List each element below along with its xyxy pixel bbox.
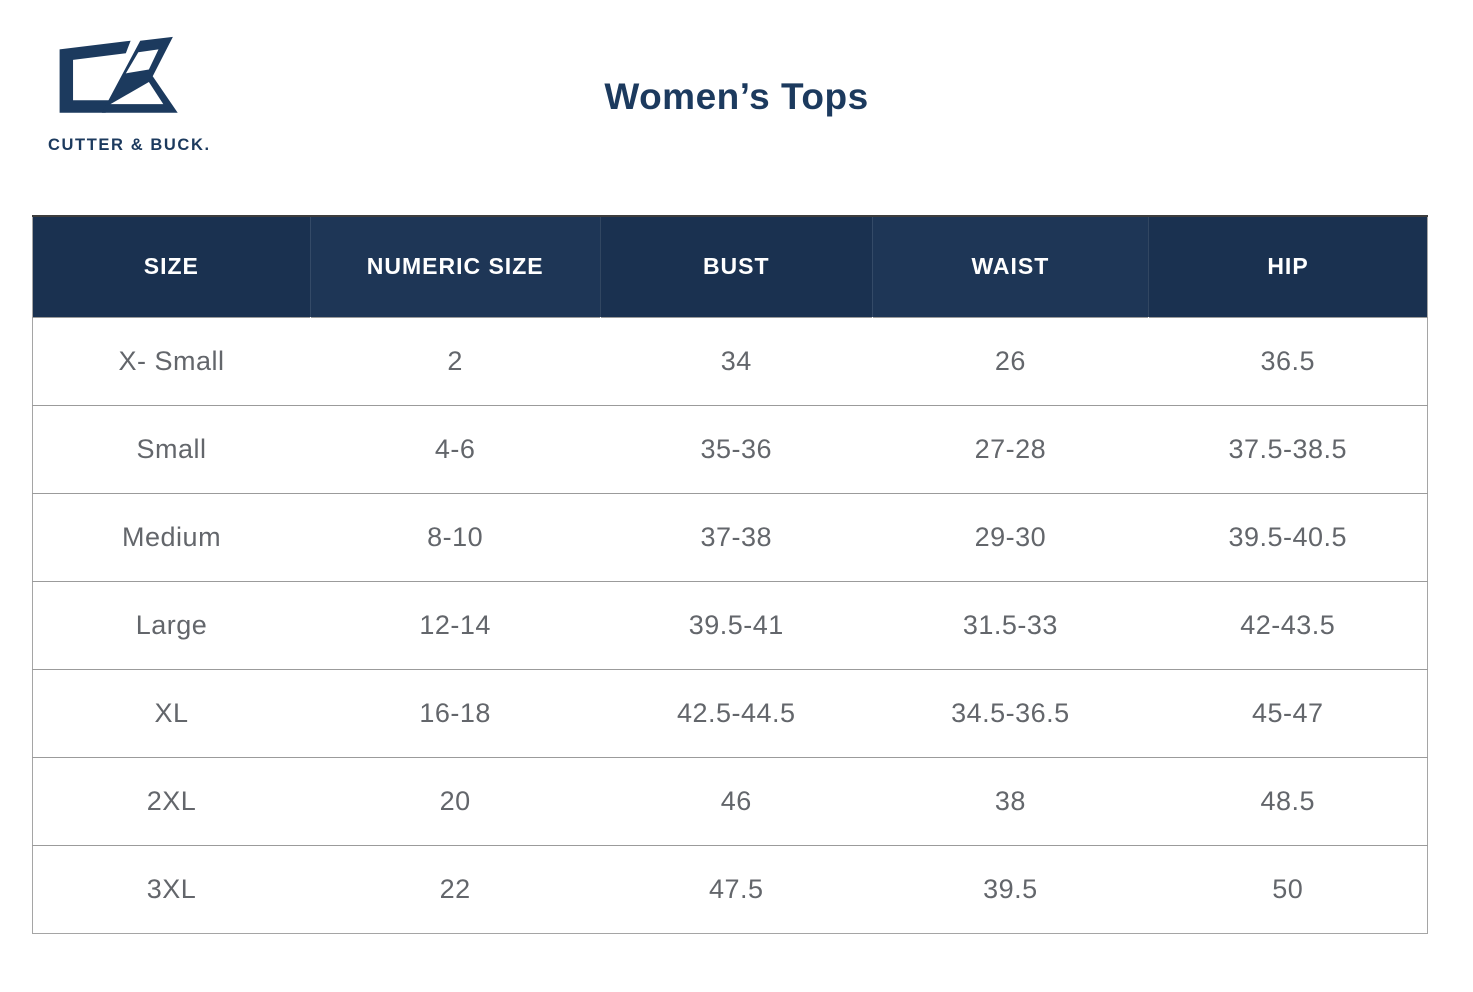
measurement-cell: 45-47	[1148, 668, 1428, 757]
measurement-cell: 50	[1148, 844, 1428, 933]
measurement-cell: 37-38	[600, 492, 873, 581]
brand-name: CUTTER & BUCK.	[48, 136, 211, 154]
measurement-cell: 48.5	[1148, 756, 1428, 845]
size-label-cell: 2XL	[32, 756, 311, 845]
measurement-cell: 12-14	[310, 580, 601, 669]
header-cell-numeric-size: NUMERIC SIZE	[309, 216, 601, 317]
header-cell-hip: HIP	[1147, 216, 1428, 317]
size-table-container: SIZE NUMERIC SIZE BUST WAIST HIP X- Small 2 34…	[32, 215, 1428, 934]
measurement-cell: 26	[872, 316, 1149, 405]
measurement-cell: 2	[310, 316, 601, 405]
measurement-cell: 39.5-41	[600, 580, 873, 669]
measurement-cell: 42.5-44.5	[600, 668, 873, 757]
size-label-cell: XL	[32, 668, 311, 757]
size-label-cell: Large	[32, 580, 311, 669]
header-cell-waist: WAIST	[871, 216, 1149, 317]
measurement-cell: 34.5-36.5	[872, 668, 1149, 757]
table-row-medium: Medium 8-10 37-38 29-30 39.5-40.5	[32, 492, 1428, 581]
measurement-cell: 34	[600, 316, 873, 405]
size-table-head: SIZE NUMERIC SIZE BUST WAIST HIP	[32, 216, 1428, 317]
table-row-xl: XL 16-18 42.5-44.5 34.5-36.5 45-47	[32, 668, 1428, 757]
table-row-3xl: 3XL 22 47.5 39.5 50	[32, 844, 1428, 933]
cutter-buck-logo-icon	[59, 36, 178, 113]
measurement-cell: 8-10	[310, 492, 601, 581]
measurement-cell: 38	[872, 756, 1149, 845]
measurement-cell: 27-28	[872, 404, 1149, 493]
measurement-cell: 35-36	[600, 404, 873, 493]
measurement-cell: 39.5-40.5	[1148, 492, 1428, 581]
size-label-cell: Medium	[32, 492, 311, 581]
measurement-cell: 16-18	[310, 668, 601, 757]
size-label-cell: 3XL	[32, 844, 311, 933]
size-label-cell: Small	[32, 404, 311, 493]
measurement-cell: 36.5	[1148, 316, 1428, 405]
measurement-cell: 47.5	[600, 844, 873, 933]
header-row: SIZE NUMERIC SIZE BUST WAIST HIP	[32, 216, 1428, 317]
measurement-cell: 20	[310, 756, 601, 845]
header-cell-size: SIZE	[32, 216, 311, 317]
table-row-small: Small 4-6 35-36 27-28 37.5-38.5	[32, 404, 1428, 493]
measurement-cell: 42-43.5	[1148, 580, 1428, 669]
header-cell-bust: BUST	[599, 216, 873, 317]
measurement-cell: 22	[310, 844, 601, 933]
measurement-cell: 31.5-33	[872, 580, 1149, 669]
table-row-2xl: 2XL 20 46 38 48.5	[32, 756, 1428, 845]
size-table-body: X- Small 2 34 26 36.5 Small 4-6 35-36 27-28 37.5-…	[32, 316, 1428, 933]
measurement-cell: 37.5-38.5	[1148, 404, 1428, 493]
table-row-x-small: X- Small 2 34 26 36.5	[32, 316, 1428, 405]
table-row-large: Large 12-14 39.5-41 31.5-33 42-43.5	[32, 580, 1428, 669]
brand-block: CUTTER & BUCK.	[48, 34, 211, 155]
size-label-cell: X- Small	[32, 316, 311, 405]
size-table: SIZE NUMERIC SIZE BUST WAIST HIP X- Small 2 34…	[32, 215, 1428, 934]
measurement-cell: 39.5	[872, 844, 1149, 933]
measurement-cell: 4-6	[310, 404, 601, 493]
page-title: Women’s Tops	[604, 76, 869, 117]
measurement-cell: 29-30	[872, 492, 1149, 581]
measurement-cell: 46	[600, 756, 873, 845]
